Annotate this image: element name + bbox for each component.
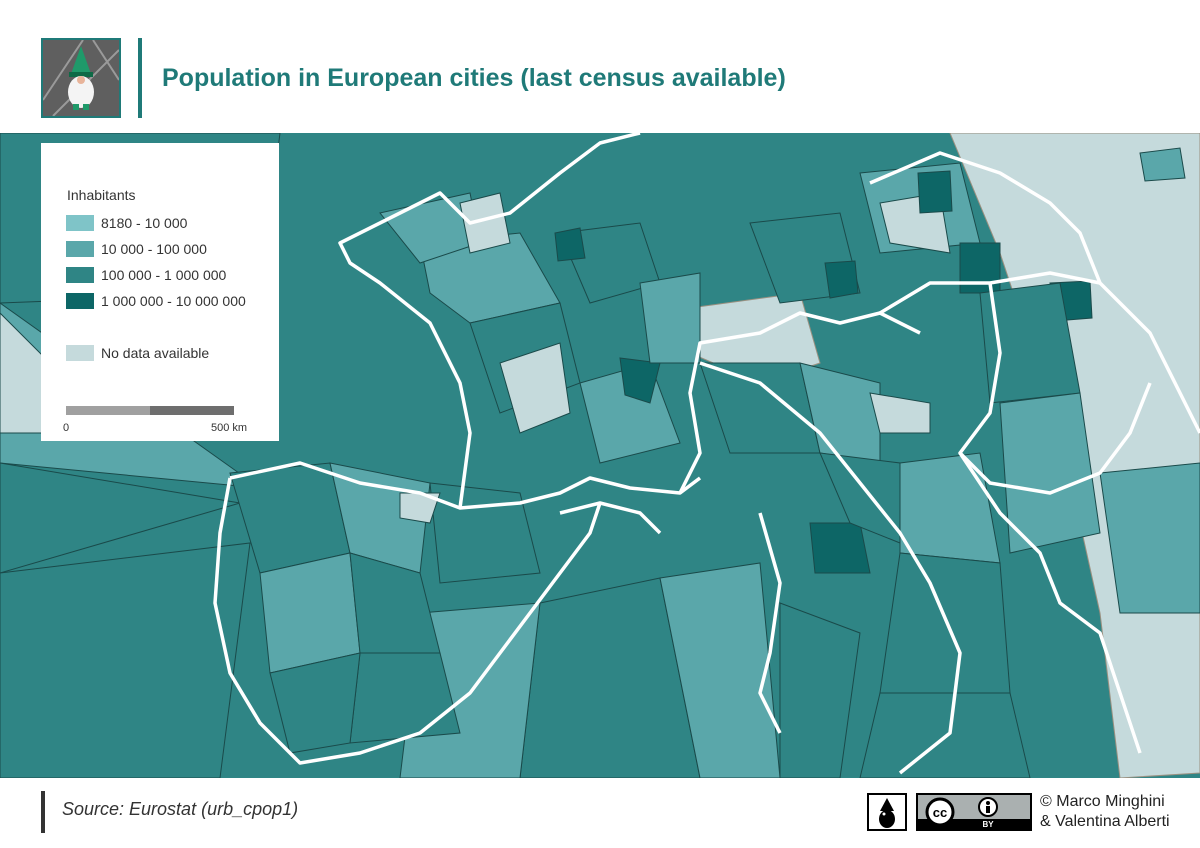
cc-by-icon[interactable]: cc BY xyxy=(916,793,1032,831)
gnome-logo-icon xyxy=(41,38,121,118)
legend-label: 10 000 - 100 000 xyxy=(101,241,207,257)
header: Population in European cities (last cens… xyxy=(0,0,1200,133)
by-label: BY xyxy=(982,820,994,829)
source-text: Source: Eurostat (urb_cpop1) xyxy=(62,799,299,819)
legend-label: 8180 - 10 000 xyxy=(101,215,188,231)
footer: Source: Eurostat (urb_cpop1) cc BY © Mar… xyxy=(0,778,1200,848)
title-accent-bar xyxy=(138,38,142,118)
legend-swatch-no-data xyxy=(66,345,94,361)
scale-bar-segment xyxy=(150,406,234,415)
legend-label: No data available xyxy=(101,345,210,361)
footer-accent-bar xyxy=(41,791,45,833)
scale-bar xyxy=(66,406,234,415)
legend-swatch xyxy=(66,215,94,231)
credit-text: © Marco Minghini & Valentina Alberti xyxy=(1040,792,1170,832)
page-title: Population in European cities (last cens… xyxy=(162,64,786,92)
voronoi-map[interactable] xyxy=(0,133,1200,778)
legend-title: Inhabitants xyxy=(67,187,136,203)
legend-swatch xyxy=(66,267,94,283)
scale-start-label: 0 xyxy=(63,422,70,434)
map-canvas xyxy=(0,133,1200,778)
cc-label: cc xyxy=(933,805,947,820)
scale-end-label: 500 km xyxy=(211,422,248,434)
credit-line-1: © Marco Minghini xyxy=(1040,793,1165,810)
legend-swatch xyxy=(66,241,94,257)
scale-bar-segment xyxy=(66,406,150,415)
map-legend: Inhabitants 8180 - 10 000 10 000 - 100 0… xyxy=(41,143,279,441)
legend-label: 1 000 000 - 10 000 000 xyxy=(101,293,246,309)
gnome-badge-icon xyxy=(867,793,907,831)
legend-swatch xyxy=(66,293,94,309)
legend-label: 100 000 - 1 000 000 xyxy=(101,267,227,283)
credit-line-2: & Valentina Alberti xyxy=(1040,813,1170,830)
